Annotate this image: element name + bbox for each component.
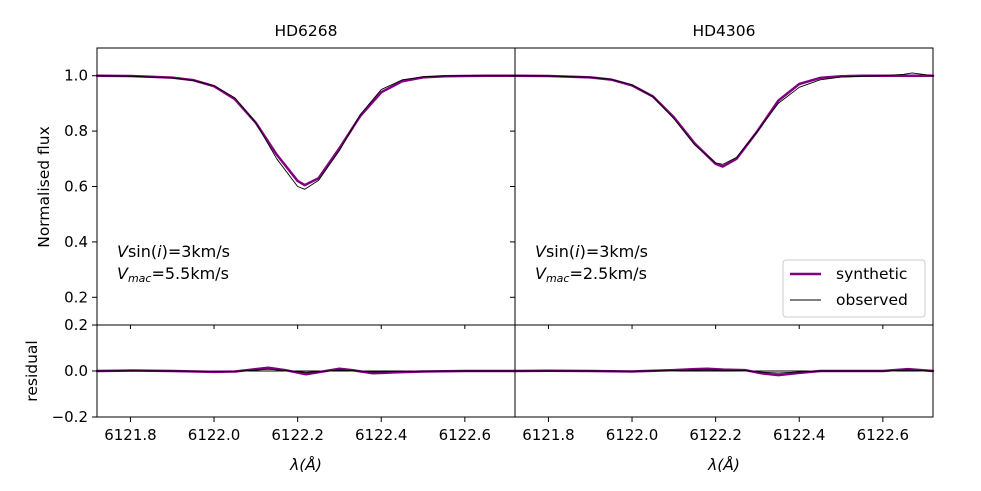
x-tick-label-right-4: 6122.6 — [857, 426, 910, 444]
x-axis-label-right: λ(Å) — [707, 455, 740, 474]
x-tick-label-left-4: 6122.6 — [439, 426, 492, 444]
y-tick-label-top-4: 1.0 — [64, 67, 88, 85]
legend-label-synthetic: synthetic — [836, 265, 907, 283]
x-tick-label-right-0: 6121.8 — [522, 426, 575, 444]
annotation-vsini-left: Vsin(i)=3km/s — [117, 242, 230, 261]
series-synthetic-right — [513, 74, 935, 168]
x-tick-label-right-1: 6122.0 — [606, 426, 659, 444]
x-tick-label-left-1: 6122.0 — [188, 426, 241, 444]
bottom-right-frame — [514, 324, 934, 418]
y-axis-label-residual: residual — [23, 340, 41, 401]
y-tick-label-top-2: 0.6 — [64, 178, 88, 196]
x-tick-label-left-3: 6122.4 — [355, 426, 408, 444]
y-tick-label-bottom-1: 0.0 — [64, 362, 88, 380]
y-tick-label-bottom-0: −0.2 — [52, 408, 88, 426]
series-layer — [95, 72, 935, 377]
legend: synthetic observed — [782, 259, 926, 318]
series-synthetic-left — [95, 74, 517, 187]
residual-observed-left — [96, 368, 516, 373]
annotation-vmac-left: Vmac=5.5km/s — [117, 264, 229, 285]
x-axis-label-left: λ(Å) — [289, 455, 322, 474]
y-axis-label-flux: Normalised flux — [35, 126, 53, 248]
y-tick-label-bottom-2: 0.2 — [64, 316, 88, 334]
top-left-frame — [96, 47, 516, 326]
y-tick-label-top-1: 0.4 — [64, 233, 88, 251]
x-tick-label-left-0: 6121.8 — [104, 426, 157, 444]
x-tick-label-right-2: 6122.2 — [689, 426, 742, 444]
legend-label-observed: observed — [836, 291, 908, 309]
y-tick-label-top-0: 0.2 — [64, 288, 88, 306]
annotation-vmac-right: Vmac=2.5km/s — [535, 264, 647, 285]
series-observed-right — [514, 72, 934, 165]
y-tick-label-top-3: 0.8 — [64, 122, 88, 140]
x-tick-label-right-3: 6122.4 — [773, 426, 826, 444]
panel-title-left: HD6268 — [274, 22, 337, 40]
panel-title-right: HD4306 — [692, 22, 755, 40]
x-tick-label-left-2: 6122.2 — [271, 426, 324, 444]
ticks-layer: 6121.8 6122.0 6122.2 6122.4 6122.6 0.2 0.4 0.6 0… — [52, 67, 910, 444]
residual-synthetic-right — [513, 367, 935, 377]
annotation-vsini-right: Vsin(i)=3km/s — [535, 242, 648, 261]
residual-observed-right — [514, 369, 934, 374]
series-observed-left — [96, 75, 516, 190]
